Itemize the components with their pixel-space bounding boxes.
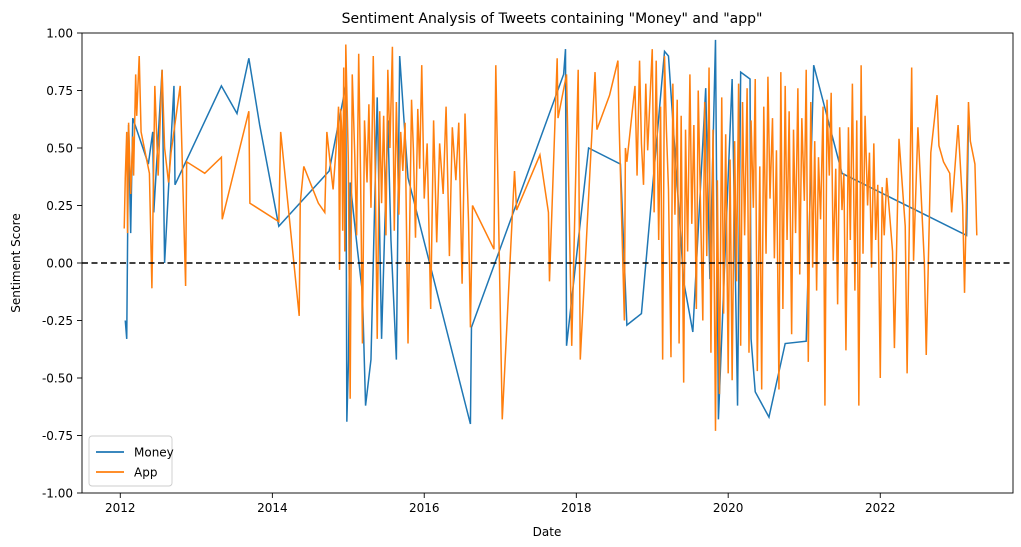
y-tick-label: -0.75 xyxy=(42,429,73,443)
legend-label-money: Money xyxy=(134,446,174,460)
y-tick-label: 0.00 xyxy=(46,257,73,271)
x-tick-label: 2014 xyxy=(257,501,288,515)
y-tick-label: 0.50 xyxy=(46,142,73,156)
x-tick-label: 2016 xyxy=(409,501,440,515)
y-tick-label: -1.00 xyxy=(42,487,73,501)
chart-title: Sentiment Analysis of Tweets containing … xyxy=(342,11,763,27)
x-tick-label: 2020 xyxy=(713,501,744,515)
series-line-app xyxy=(123,44,978,431)
y-tick-label: -0.25 xyxy=(42,314,73,328)
legend-label-app: App xyxy=(134,466,157,480)
y-tick-label: 1.00 xyxy=(46,27,73,41)
y-axis: -1.00 -0.75 -0.50 -0.25 0.00 0.25 0.50 0.75 1.00 xyxy=(42,27,82,501)
y-tick-label: 0.75 xyxy=(46,84,73,98)
y-axis-label: Sentiment Score xyxy=(9,213,23,312)
x-tick-label: 2012 xyxy=(105,501,136,515)
x-tick-label: 2018 xyxy=(561,501,592,515)
y-tick-label: 0.25 xyxy=(46,199,73,213)
plot-area xyxy=(81,32,1014,494)
series-layer xyxy=(123,39,978,431)
x-tick-label: 2022 xyxy=(865,501,896,515)
legend-box xyxy=(88,435,173,487)
y-tick-label: -0.50 xyxy=(42,372,73,386)
legend: Money App xyxy=(88,435,174,487)
x-axis: 2012 2014 2016 2018 2020 2022 xyxy=(105,493,896,515)
x-axis-label: Date xyxy=(533,525,562,539)
